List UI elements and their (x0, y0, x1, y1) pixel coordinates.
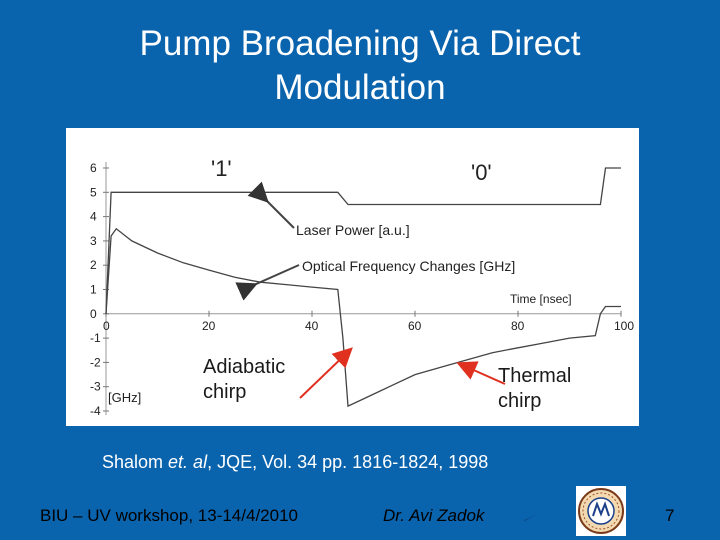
y-tick-label: -1 (90, 331, 101, 345)
x-tick-label: 40 (305, 319, 319, 333)
x-axis-unit-label: Time [nsec] (510, 292, 572, 306)
y-tick-label: 0 (90, 307, 97, 321)
title-line-2: Modulation (274, 68, 446, 107)
citation-etal: et. al (168, 452, 208, 472)
laser-power-line (105, 167, 621, 314)
thermal-chirp-label: Thermal chirp (498, 364, 571, 414)
footer-author: Dr. Avi Zadok (383, 506, 485, 525)
adiabatic-line-1: Adiabatic (203, 356, 286, 378)
laser-power-pointer-arrow (247, 181, 295, 229)
x-tick-label: 0 (103, 319, 110, 333)
legend-laser-power: Laser Power [a.u.] (296, 222, 410, 238)
y-tick-label: 5 (90, 185, 97, 199)
x-tick-label: 20 (202, 319, 216, 333)
legend-optical-frequency: Optical Frequency Changes [GHz] (302, 258, 515, 274)
y-tick-label: -3 (90, 380, 101, 394)
thermal-line-1: Thermal (498, 365, 572, 387)
y-tick-label: 2 (90, 258, 97, 272)
x-tick-label: 80 (511, 319, 525, 333)
chart-figure: 6 5 4 3 2 1 0 -1 -2 -3 -4 0 20 40 60 80 100 '1' '0' Lase… (66, 128, 639, 426)
frequency-pointer-arrow (235, 264, 300, 301)
adiabatic-chirp-label: Adiabatic chirp (203, 355, 285, 405)
citation: Shalom et. al, JQE, Vol. 34 pp. 1816-182… (102, 452, 488, 473)
optical-frequency-line (105, 227, 621, 408)
adiabatic-line-2: chirp (203, 381, 247, 403)
y-tick-label: -4 (90, 404, 101, 418)
x-tick-label: 60 (408, 319, 422, 333)
bit-label-zero: '0' (471, 160, 492, 185)
chart-series-group (105, 167, 621, 408)
university-seal-icon (576, 486, 626, 536)
y-axis-unit-label: [GHz] (108, 390, 141, 405)
footer-workshop: BIU – UV workshop, 13-14/4/2010 (40, 506, 298, 525)
citation-suffix: , JQE, Vol. 34 pp. 1816-1824, 1998 (207, 452, 489, 472)
y-tick-label: 6 (90, 161, 97, 175)
y-tick-label: 3 (90, 234, 97, 248)
thermal-line-2: chirp (498, 390, 542, 412)
title-line-1: Pump Broadening Via Direct (139, 24, 581, 63)
page-number: 7 (665, 506, 675, 525)
x-tick-label: 100 (614, 319, 634, 333)
citation-prefix: Shalom (102, 452, 169, 472)
swoosh-logo-icon (523, 504, 546, 521)
chart-labels: '1' '0' Laser Power [a.u.] Optical Frequ… (108, 156, 572, 405)
slide-title: Pump Broadening Via Direct Modulation (60, 22, 660, 110)
bit-label-one: '1' (211, 156, 232, 181)
y-tick-label: 1 (90, 283, 97, 297)
y-tick-label: 4 (90, 210, 97, 224)
y-tick-label: -2 (90, 355, 101, 369)
